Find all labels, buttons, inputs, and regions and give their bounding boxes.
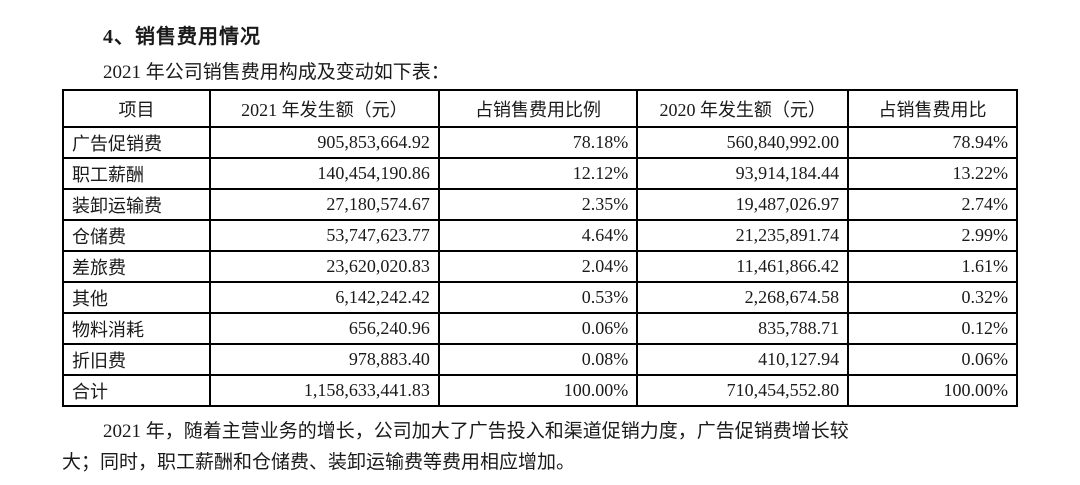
- ratio-2020-cell: 2.74%: [847, 188, 1018, 221]
- section-title: 4、销售费用情况: [103, 26, 261, 48]
- ratio-2020-cell: 78.94%: [847, 126, 1018, 159]
- amount-2021-cell: 6,142,242.42: [208, 281, 440, 314]
- amount-2020-cell: 835,788.71: [636, 312, 850, 345]
- item-cell: 折旧费: [62, 343, 211, 376]
- ratio-2021-cell: 78.18%: [437, 126, 639, 159]
- col-header-2020-amount: 2020 年发生额（元）: [636, 89, 850, 128]
- commentary-line-1: 2021 年，随着主营业务的增长，公司加大了广告投入和渠道促销力度，广告促销费增…: [103, 421, 849, 442]
- amount-2021-cell: 27,180,574.67: [208, 188, 440, 221]
- table-row-total: 合计 1,158,633,441.83 100.00% 710,454,552.…: [62, 374, 1018, 407]
- item-cell: 其他: [62, 281, 211, 314]
- item-cell: 仓储费: [62, 219, 211, 252]
- ratio-2021-cell: 2.35%: [437, 188, 639, 221]
- ratio-2020-cell: 2.99%: [847, 219, 1018, 252]
- amount-2020-cell: 710,454,552.80: [636, 374, 850, 407]
- amount-2021-cell: 53,747,623.77: [208, 219, 440, 252]
- table-row: 装卸运输费 27,180,574.67 2.35% 19,487,026.97 …: [62, 188, 1018, 221]
- amount-2020-cell: 93,914,184.44: [636, 157, 850, 190]
- table-row: 差旅费 23,620,020.83 2.04% 11,461,866.42 1.…: [62, 250, 1018, 283]
- item-cell: 物料消耗: [62, 312, 211, 345]
- commentary-paragraph: 2021 年，随着主营业务的增长，公司加大了广告投入和渠道促销力度，广告促销费增…: [62, 416, 1018, 478]
- amount-2020-cell: 410,127.94: [636, 343, 850, 376]
- col-header-2021-ratio: 占销售费用比例: [437, 89, 639, 128]
- col-header-item: 项目: [62, 89, 211, 128]
- table-row: 仓储费 53,747,623.77 4.64% 21,235,891.74 2.…: [62, 219, 1018, 252]
- ratio-2021-cell: 0.06%: [437, 312, 639, 345]
- table-row: 物料消耗 656,240.96 0.06% 835,788.71 0.12%: [62, 312, 1018, 345]
- sales-expense-table: 项目 2021 年发生额（元） 占销售费用比例 2020 年发生额（元） 占销售…: [62, 89, 1018, 407]
- table-row: 广告促销费 905,853,664.92 78.18% 560,840,992.…: [62, 126, 1018, 159]
- ratio-2020-cell: 13.22%: [847, 157, 1018, 190]
- ratio-2020-cell: 100.00%: [847, 374, 1018, 407]
- table-row: 职工薪酬 140,454,190.86 12.12% 93,914,184.44…: [62, 157, 1018, 190]
- col-header-2021-amount: 2021 年发生额（元）: [208, 89, 440, 128]
- amount-2020-cell: 560,840,992.00: [636, 126, 850, 159]
- amount-2020-cell: 11,461,866.42: [636, 250, 850, 283]
- ratio-2020-cell: 0.32%: [847, 281, 1018, 314]
- header-row: 项目 2021 年发生额（元） 占销售费用比例 2020 年发生额（元） 占销售…: [62, 89, 1018, 128]
- amount-2020-cell: 2,268,674.58: [636, 281, 850, 314]
- table-intro-text: 2021 年公司销售费用构成及变动如下表：: [103, 62, 450, 83]
- item-cell: 装卸运输费: [62, 188, 211, 221]
- amount-2021-cell: 1,158,633,441.83: [208, 374, 440, 407]
- item-cell: 职工薪酬: [62, 157, 211, 190]
- item-cell: 差旅费: [62, 250, 211, 283]
- amount-2021-cell: 905,853,664.92: [208, 126, 440, 159]
- ratio-2021-cell: 4.64%: [437, 219, 639, 252]
- item-cell: 广告促销费: [62, 126, 211, 159]
- amount-2021-cell: 978,883.40: [208, 343, 440, 376]
- ratio-2021-cell: 0.08%: [437, 343, 639, 376]
- amount-2021-cell: 140,454,190.86: [208, 157, 440, 190]
- amount-2021-cell: 23,620,020.83: [208, 250, 440, 283]
- col-header-2020-ratio: 占销售费用比: [847, 89, 1018, 128]
- ratio-2020-cell: 0.06%: [847, 343, 1018, 376]
- amount-2020-cell: 19,487,026.97: [636, 188, 850, 221]
- amount-2021-cell: 656,240.96: [208, 312, 440, 345]
- ratio-2021-cell: 12.12%: [437, 157, 639, 190]
- commentary-line-2: 大；同时，职工薪酬和仓储费、装卸运输费等费用相应增加。: [62, 452, 576, 473]
- amount-2020-cell: 21,235,891.74: [636, 219, 850, 252]
- table-row: 折旧费 978,883.40 0.08% 410,127.94 0.06%: [62, 343, 1018, 376]
- table-row: 其他 6,142,242.42 0.53% 2,268,674.58 0.32%: [62, 281, 1018, 314]
- item-cell: 合计: [62, 374, 211, 407]
- ratio-2021-cell: 0.53%: [437, 281, 639, 314]
- ratio-2020-cell: 0.12%: [847, 312, 1018, 345]
- ratio-2020-cell: 1.61%: [847, 250, 1018, 283]
- ratio-2021-cell: 2.04%: [437, 250, 639, 283]
- ratio-2021-cell: 100.00%: [437, 374, 639, 407]
